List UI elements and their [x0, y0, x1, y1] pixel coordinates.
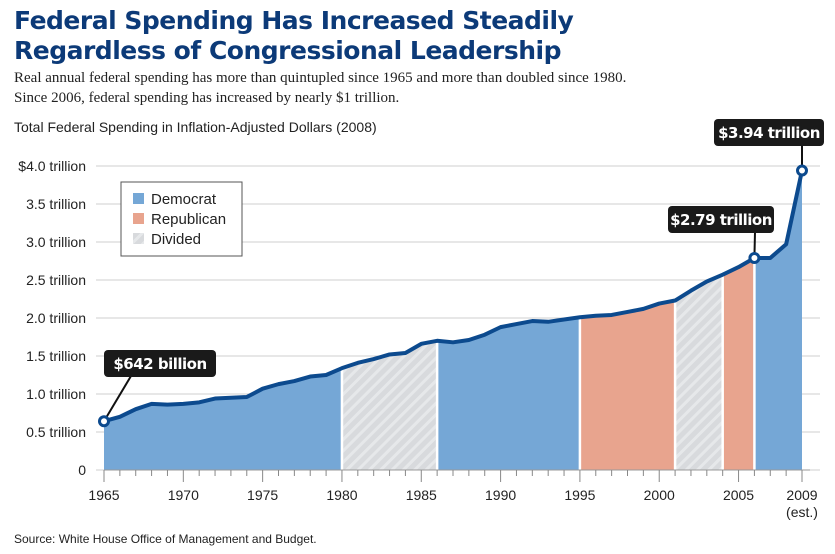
- legend-label-divided: Divided: [151, 231, 201, 248]
- data-point-marker: [748, 251, 761, 264]
- x-tick-label: 1970: [168, 487, 199, 503]
- subtitle-line: Real annual federal spending has more th…: [14, 70, 627, 86]
- y-tick-label: 3.5 trillion: [26, 196, 86, 212]
- period-area-divided: [675, 274, 723, 470]
- x-tick-label: 1980: [326, 487, 357, 503]
- x-note: (est.): [786, 504, 818, 520]
- callout-label: $3.94 trillion: [718, 124, 820, 142]
- legend-swatch-divided: [133, 233, 144, 244]
- period-area-democrat: [437, 317, 580, 470]
- x-tick-label: 2009: [786, 487, 817, 503]
- period-area-republican: [722, 257, 755, 470]
- spending-line: [103, 170, 804, 424]
- x-tick-label: 1985: [406, 487, 437, 503]
- callout-leader: [103, 375, 132, 422]
- y-tick-label: 2.5 trillion: [26, 272, 86, 288]
- callout-label: $642 billion: [113, 355, 206, 373]
- data-point-marker: [98, 415, 110, 428]
- y-tick-label: 0: [78, 462, 86, 478]
- data-point-marker: [796, 164, 808, 177]
- legend: Democrat Republican Divided: [120, 181, 243, 257]
- x-tick-label: 2005: [723, 487, 754, 503]
- subtitle-line: Since 2006, federal spending has increas…: [14, 90, 400, 106]
- y-tick-label: $4.0 trillion: [18, 158, 86, 174]
- legend-label-republican: Republican: [151, 211, 226, 228]
- x-tick-label: 1995: [564, 487, 595, 503]
- y-tick-label: 1.5 trillion: [26, 348, 86, 364]
- period-area-democrat: [754, 170, 802, 470]
- legend-label-democrat: Democrat: [151, 191, 217, 208]
- source-note: Source: White House Office of Management…: [14, 532, 317, 546]
- legend-swatch-democrat: [133, 193, 144, 204]
- annotation-callout: $2.79 trillion: [668, 206, 774, 264]
- y-axis-label: Total Federal Spending in Inflation-Adju…: [14, 119, 377, 135]
- callout-box: [714, 119, 824, 146]
- x-tick-label: 2000: [644, 487, 675, 503]
- x-tick-label: 1975: [247, 487, 278, 503]
- chart-subtitle: Real annual federal spending has more th…: [14, 68, 626, 108]
- legend-swatch-republican: [133, 213, 144, 224]
- callout-box: [104, 350, 216, 377]
- y-tick-label: 2.0 trillion: [26, 310, 86, 326]
- callout-box: [668, 206, 774, 233]
- period-area-republican: [579, 300, 676, 470]
- y-tick-label: 0.5 trillion: [26, 424, 86, 440]
- period-area-divided: [341, 340, 438, 470]
- x-tick-label: 1990: [485, 487, 516, 503]
- y-tick-label: 1.0 trillion: [26, 386, 86, 402]
- y-tick-label: 3.0 trillion: [26, 234, 86, 250]
- annotation-callout: $642 billion: [98, 350, 216, 428]
- x-tick-label: 1965: [88, 487, 119, 503]
- callout-label: $2.79 trillion: [670, 211, 772, 229]
- annotation-callout: $3.94 trillion: [714, 119, 824, 177]
- period-area-democrat: [104, 368, 342, 470]
- chart-title: Federal Spending Has Increased Steadily R…: [14, 6, 574, 65]
